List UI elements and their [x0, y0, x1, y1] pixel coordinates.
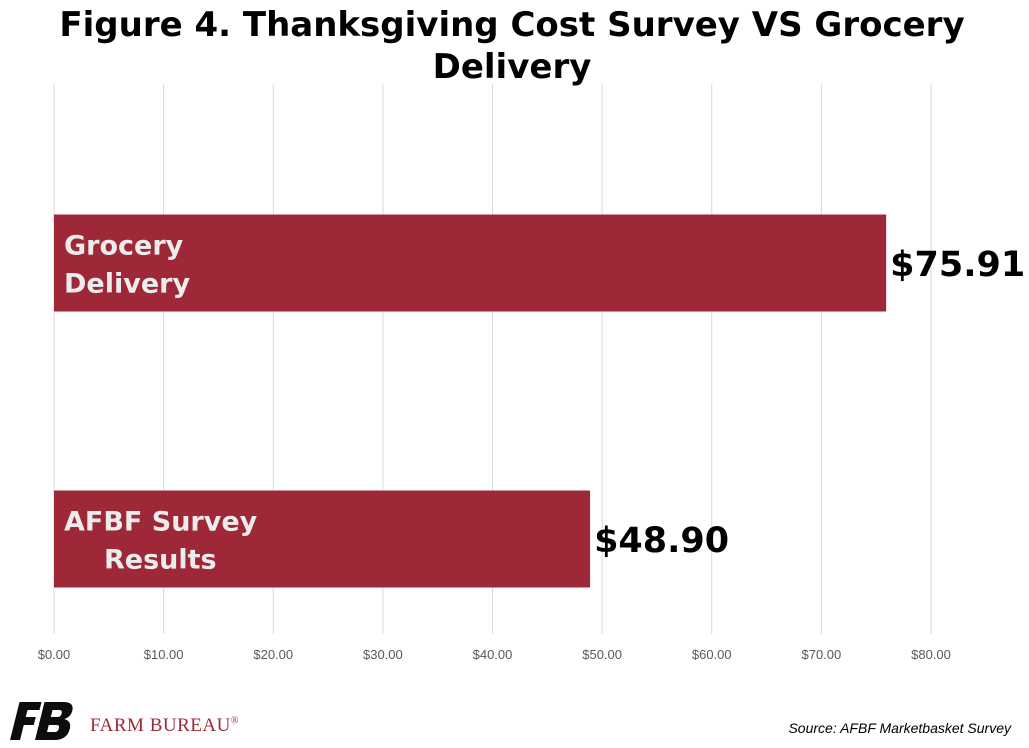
x-tick-label: $10.00: [144, 647, 184, 662]
bar-value-label: $75.91: [890, 245, 1025, 285]
x-tick-label: $50.00: [582, 647, 622, 662]
x-tick-label: $30.00: [363, 647, 403, 662]
bar-value-label: $48.90: [594, 521, 729, 561]
x-tick-label: $60.00: [692, 647, 732, 662]
farm-bureau-logo: FARM BUREAU®: [4, 700, 239, 742]
bar-chart: Grocery Delivery $75.91 AFBF Survey Results $…: [38, 84, 1025, 662]
x-tick-label: $0.00: [38, 647, 71, 662]
chart-title: Figure 4. Thanksgiving Cost Survey VS Gr…: [59, 5, 965, 87]
source-note: Source: AFBF Marketbasket Survey: [788, 720, 1011, 736]
logo-wordmark: FARM BUREAU®: [90, 715, 239, 736]
x-tick-label: $40.00: [473, 647, 513, 662]
registered-mark: ®: [230, 715, 239, 727]
bars: Grocery Delivery $75.91 AFBF Survey Results $…: [54, 214, 1025, 588]
bar-category-label: AFBF Survey Results: [64, 507, 258, 576]
bar: [54, 490, 591, 588]
bar-category-label: Grocery Delivery: [64, 231, 190, 300]
bar: [54, 214, 887, 312]
fb-logo-icon: [10, 702, 73, 740]
x-tick-label: $20.00: [253, 647, 293, 662]
x-tick-label: $80.00: [911, 647, 951, 662]
x-axis-ticks: $0.00 $10.00 $20.00 $30.00 $40.00 $50.00 $60.0…: [38, 647, 951, 662]
x-tick-label: $70.00: [801, 647, 841, 662]
